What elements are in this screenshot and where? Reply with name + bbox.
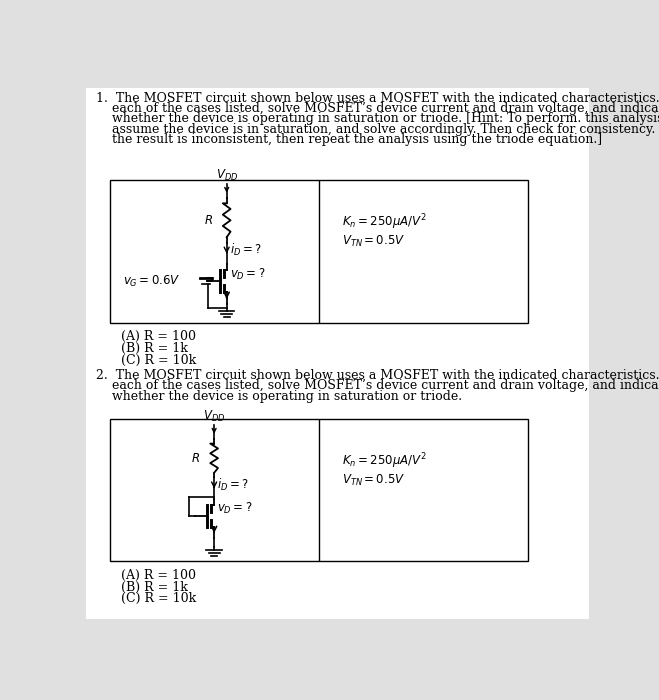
Text: $v_D =?$: $v_D =?$ — [230, 267, 265, 282]
Text: $K_n = 250\mu A/ V^2$: $K_n = 250\mu A/ V^2$ — [342, 452, 427, 471]
Text: $i_D =?$: $i_D =?$ — [230, 242, 262, 258]
Text: (C) R = 10k: (C) R = 10k — [121, 354, 196, 367]
Text: (A) R = 100: (A) R = 100 — [121, 569, 196, 582]
Text: $i_D =?$: $i_D =?$ — [217, 477, 249, 494]
Text: (A) R = 100: (A) R = 100 — [121, 330, 196, 344]
Bar — [109, 419, 528, 561]
Text: $V_{TN} = 0.5V$: $V_{TN} = 0.5V$ — [342, 473, 405, 488]
Text: whether the device is operating in saturation or triode. [Hint: To perform. this: whether the device is operating in satur… — [96, 113, 659, 125]
Text: (B) R = 1k: (B) R = 1k — [121, 342, 188, 355]
Text: $V_{DD}$: $V_{DD}$ — [215, 167, 238, 183]
Text: $R$: $R$ — [191, 452, 200, 465]
Text: each of the cases listed, solve MOSFET’s device current and drain voltage, and i: each of the cases listed, solve MOSFET’s… — [96, 379, 659, 392]
Text: 2.  The MOSFET circuit shown below uses a MOSFET with the indicated characterist: 2. The MOSFET circuit shown below uses a… — [96, 369, 659, 382]
Text: 1.  The MOSFET circuit shown below uses a MOSFET with the indicated characterist: 1. The MOSFET circuit shown below uses a… — [96, 92, 659, 105]
Text: $V_{DD}$: $V_{DD}$ — [203, 409, 225, 423]
Text: $K_n = 250\mu A/ V^2$: $K_n = 250\mu A/ V^2$ — [342, 213, 427, 232]
Bar — [109, 180, 528, 323]
Text: $v_G = 0.6V$: $v_G = 0.6V$ — [123, 274, 181, 288]
Text: $R$: $R$ — [204, 214, 213, 227]
Text: $V_{TN} = 0.5V$: $V_{TN} = 0.5V$ — [342, 234, 405, 249]
Text: whether the device is operating in saturation or triode.: whether the device is operating in satur… — [96, 390, 463, 402]
Text: $v_D =?$: $v_D =?$ — [217, 500, 252, 516]
Text: the result is inconsistent, then repeat the analysis using the triode equation.]: the result is inconsistent, then repeat … — [96, 133, 602, 146]
Text: (B) R = 1k: (B) R = 1k — [121, 581, 188, 594]
Text: each of the cases listed, solve MOSFET’s device current and drain voltage, and i: each of the cases listed, solve MOSFET’s… — [96, 102, 659, 115]
Text: assume the device is in saturation, and solve accordingly. Then check for consis: assume the device is in saturation, and … — [96, 123, 659, 136]
Text: (C) R = 10k: (C) R = 10k — [121, 592, 196, 606]
